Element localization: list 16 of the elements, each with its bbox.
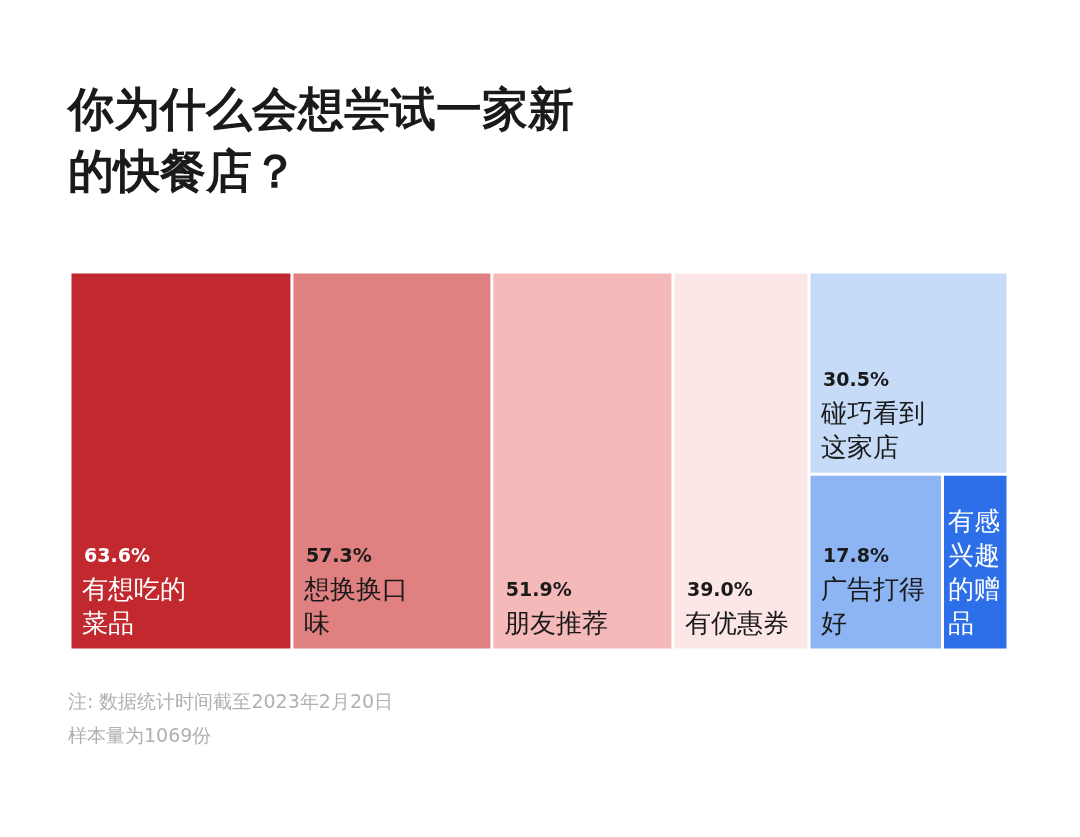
data-label: 57.3% <box>305 544 372 566</box>
category-label: 有优惠券 <box>684 608 789 638</box>
text: 样本量为1069份 <box>68 723 213 748</box>
category-label: 碰巧看到这家店 <box>820 398 925 463</box>
text: 你为什么会想尝试一家新的快餐店？ <box>68 81 575 200</box>
data-label: 17.8% <box>823 544 889 566</box>
category-label: 有感兴趣的赠品 <box>948 506 1001 638</box>
text: 注: 数据统计时间截至2023年2月20日 <box>68 689 395 714</box>
data-label: 63.6% <box>84 544 150 566</box>
category-label: 想换换口味 <box>302 574 408 638</box>
data-label: 51.9% <box>505 578 572 600</box>
category-label: 广告打得好 <box>821 574 925 638</box>
category-label: 有想吃的菜品 <box>82 574 186 638</box>
category-label: 朋友推荐 <box>503 608 608 638</box>
data-label: 30.5% <box>823 368 889 391</box>
data-label: 39.0% <box>686 578 753 600</box>
